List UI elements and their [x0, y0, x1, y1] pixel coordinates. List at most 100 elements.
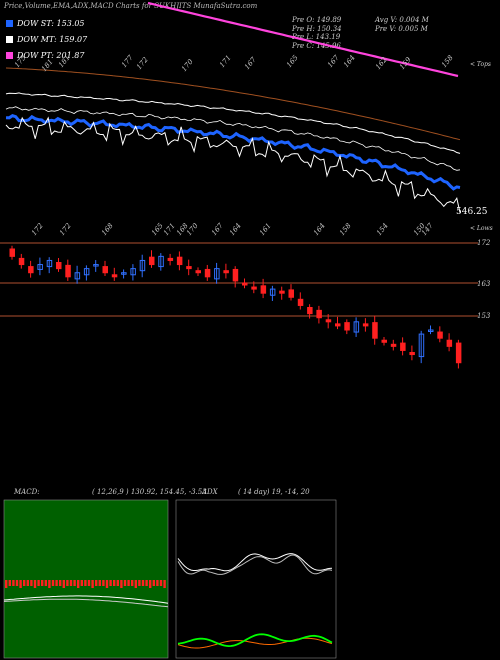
macd-hist-bar [84, 580, 87, 586]
prev-volume: Pre V: 0.005 M [375, 24, 428, 33]
candle-body [269, 288, 276, 296]
macd-hist-bar [109, 580, 112, 586]
macd-hist-bar [138, 580, 141, 586]
macd-panel [3, 499, 169, 659]
ohlc-low: Pre L: 143.19 [292, 33, 341, 41]
macd-hist-bar [141, 580, 145, 586]
macd-hist-bar [80, 580, 83, 586]
level-label-172: 172 [477, 239, 491, 247]
macd-hist-bar [149, 580, 152, 588]
macd-hist-bar [145, 580, 148, 586]
macd-hist-bar [98, 580, 101, 586]
candle-body [242, 282, 248, 286]
candle-body [74, 272, 81, 280]
candle-body [288, 289, 294, 298]
candle-body [37, 264, 43, 270]
legend-item-dow-mt: DOW MT: 159.07 [6, 32, 87, 46]
legend-swatch-dow-pt [6, 51, 13, 59]
macd-hist-bar [87, 580, 91, 586]
dow-st-line [5, 114, 461, 191]
legend-item-dow-pt: DOW PT: 201.87 [6, 48, 87, 62]
macd-hist-bar [8, 580, 11, 586]
macd-hist-bar [123, 580, 127, 586]
candle-body [279, 290, 285, 294]
macd-hist-bar [59, 580, 62, 586]
dow-pt-line [147, 1, 459, 78]
macd-hist-bar [41, 580, 44, 586]
chart-title: Price,Volume,EMA,ADX,MACD Charts for SUK… [4, 2, 258, 10]
macd-hist-bar [105, 580, 109, 588]
candle-body [316, 309, 322, 319]
candle-body [390, 343, 397, 347]
candle-body [260, 285, 267, 294]
macd-hist-bar [159, 580, 163, 586]
macd-line [3, 595, 169, 604]
macd-hist-bar [113, 580, 116, 586]
legend-label-dow-st: DOW ST: 153.05 [17, 18, 85, 28]
candle-body [195, 270, 201, 274]
candle-body [335, 323, 341, 327]
macd-hist-bar [134, 580, 137, 588]
candle-body [204, 268, 211, 278]
adx-panel [175, 499, 337, 659]
candle-body [307, 307, 313, 315]
dow-mt-line [5, 92, 461, 154]
ohlc-open: Pre O: 149.89 [292, 16, 342, 24]
macd-hist-bar [23, 580, 26, 586]
legend-label-dow-pt: DOW PT: 201.87 [17, 50, 85, 60]
candle-body [65, 264, 71, 278]
level-label-163: 163 [477, 280, 491, 288]
legend-item-dow-st: DOW ST: 153.05 [6, 16, 87, 30]
macd-hist-bar [19, 580, 22, 588]
macd-hist-bar [44, 580, 47, 586]
adx-label: ADX [202, 488, 218, 496]
macd-hist-bar [33, 580, 37, 588]
volume-block: Avg V: 0.004 M Pre V: 0.005 M [375, 16, 429, 33]
candle-body [325, 319, 332, 323]
macd-hist-bar [163, 580, 166, 588]
candle-body [121, 272, 127, 275]
macd-hist-bar [131, 580, 134, 586]
candle-body [428, 329, 434, 332]
candle-body [111, 274, 118, 278]
candle-body [176, 256, 183, 266]
candle-body [93, 264, 99, 267]
candle-body [223, 270, 229, 274]
macd-hist-bar [5, 580, 8, 588]
candle-body [437, 331, 443, 339]
macd-hist-bar [15, 580, 19, 586]
macd-hist-bar [30, 580, 33, 586]
candle-body [102, 266, 108, 274]
last-value-label: 546.25 [456, 207, 488, 217]
macd-hist-bar [116, 580, 119, 586]
candle-body [149, 256, 155, 266]
legend-swatch-dow-mt [6, 35, 13, 43]
adx-line-2 [177, 554, 333, 575]
candle-body [409, 352, 415, 356]
candle-body [232, 268, 239, 282]
candle-body [214, 268, 220, 280]
macd-hist-bar [26, 580, 29, 586]
candle-body [400, 342, 406, 351]
level-label-153: 153 [477, 312, 491, 320]
macd-hist-bar [152, 580, 155, 586]
macd-hist-bar [120, 580, 123, 588]
candle-body [297, 298, 304, 306]
candle-body [446, 339, 453, 347]
macd-hist-bar [62, 580, 65, 588]
candle-body [362, 323, 369, 327]
macd-hist-bar [102, 580, 105, 586]
macd-hist-bar [66, 580, 69, 586]
macd-label: MACD: [14, 488, 40, 496]
macd-hist-bar [127, 580, 130, 586]
legend: DOW ST: 153.05 DOW MT: 159.07 DOW PT: 20… [6, 16, 87, 62]
candle-body [9, 248, 15, 257]
legend-swatch-dow-st [6, 19, 13, 27]
lows-caption: < Lows [470, 225, 493, 232]
slow-ema-line [5, 67, 461, 141]
avg-volume: Avg V: 0.004 M [375, 16, 429, 24]
macd-hist-bar [37, 580, 40, 586]
macd-hist-bar [95, 580, 98, 586]
macd-hist-bar [73, 580, 76, 586]
